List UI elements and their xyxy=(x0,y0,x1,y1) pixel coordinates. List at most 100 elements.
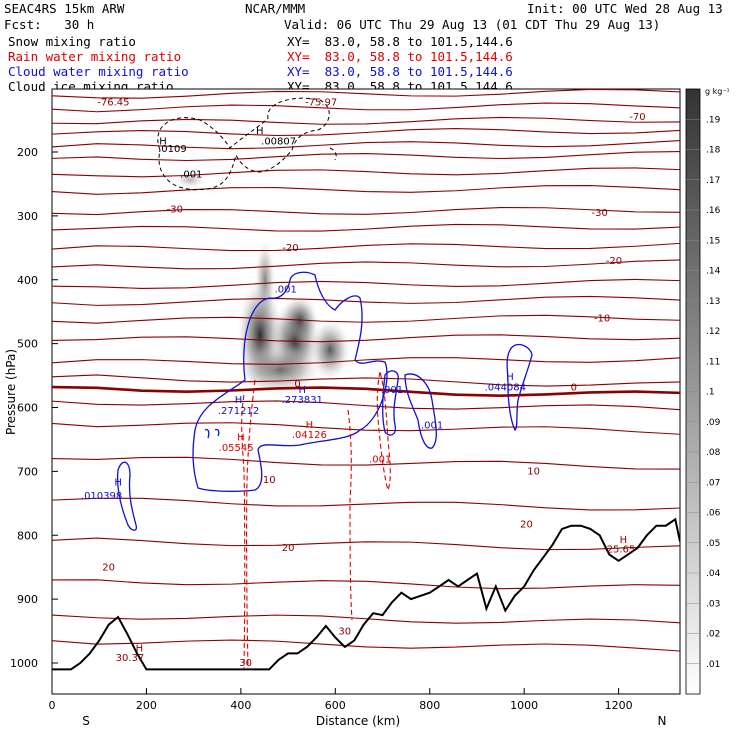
extremum-value-label: .044084 xyxy=(485,382,526,393)
y-axis-label: Pressure (hPa) xyxy=(4,349,18,435)
isotherm-line xyxy=(52,497,680,511)
colorbar-label: .16 xyxy=(706,206,721,216)
terrain-surface xyxy=(52,517,680,671)
isotherm-line xyxy=(52,314,680,324)
y-tick-label: 1000 xyxy=(10,657,38,670)
colorbar-label: .08 xyxy=(706,448,721,458)
y-tick-label: 400 xyxy=(17,274,38,287)
maximum-marker: H xyxy=(235,395,243,406)
maximum-marker: H xyxy=(298,385,306,396)
isotherm-label: 20 xyxy=(520,520,533,531)
colorbar-label: .02 xyxy=(706,630,720,640)
isotherm-line xyxy=(52,456,680,470)
extremum-value-label: 30.37 xyxy=(116,653,145,664)
isotherm-line xyxy=(52,242,680,252)
y-tick-label: 800 xyxy=(17,529,38,542)
isotherm-line xyxy=(52,207,680,216)
isotherm-contours xyxy=(52,89,680,652)
extremum-value-label: .001 xyxy=(369,454,391,465)
isotherm-line xyxy=(52,140,680,150)
maximum-marker: H xyxy=(237,433,245,444)
x-axis-label: Distance (km) xyxy=(316,714,400,728)
isotherm-line xyxy=(52,295,680,306)
x-tick-label: 0 xyxy=(49,699,56,712)
x-tick-label: 1200 xyxy=(605,699,633,712)
maximum-marker: H xyxy=(620,535,628,546)
colorbar-label: .11 xyxy=(706,357,720,367)
colorbar-label: .12 xyxy=(706,327,720,337)
south-endpoint-label: S xyxy=(82,714,90,728)
field-label-rain: Rain water mixing ratio xyxy=(8,49,182,64)
cloud-ice-contours xyxy=(157,97,337,191)
rain-water-contours xyxy=(241,371,391,669)
y-tick-label: 300 xyxy=(17,210,38,223)
field-label-cloud-water: Cloud water mixing ratio xyxy=(8,64,189,79)
isotherm-line xyxy=(52,422,680,435)
colorbar-label: .17 xyxy=(706,176,720,186)
colorbar-label: .14 xyxy=(706,267,721,277)
isotherm-label: 0 xyxy=(571,382,577,393)
isotherm-line xyxy=(52,614,680,624)
extremum-value-label: .271212 xyxy=(218,406,259,417)
extremum-value-label: .001 xyxy=(421,421,443,432)
maximum-marker: H xyxy=(136,644,144,655)
field-xy-snow: XY= 83.0, 58.8 to 101.5,144.6 xyxy=(287,34,513,49)
extremum-value-label: -75.97 xyxy=(305,97,337,108)
isotherm-label: 30 xyxy=(338,626,351,637)
forecast-hour: Fcst: 30 h xyxy=(4,17,95,32)
field-xy-cloud-water: XY= 83.0, 58.8 to 101.5,144.6 xyxy=(287,64,513,79)
isotherm-line xyxy=(52,357,680,365)
x-tick-label: 800 xyxy=(419,699,440,712)
field-xy-rain: XY= 83.0, 58.8 to 101.5,144.6 xyxy=(287,49,513,64)
init-time: Init: 00 UTC Wed 28 Aug 13 xyxy=(527,1,723,16)
colorbar-label: .19 xyxy=(706,115,721,125)
isotherm-label: -30 xyxy=(592,208,608,219)
colorbar-label: .13 xyxy=(706,297,720,307)
isotherm-line xyxy=(52,89,680,99)
isotherm-line xyxy=(52,259,680,270)
y-tick-label: 200 xyxy=(17,146,38,159)
maximum-marker: H xyxy=(256,126,264,137)
valid-time: Valid: 06 UTC Thu 29 Aug 13 (01 CDT Thu … xyxy=(284,17,661,32)
colorbar-label: .04 xyxy=(706,569,721,579)
isotherm-label: -10 xyxy=(594,313,610,324)
maximum-marker: H xyxy=(114,477,122,488)
isotherm-label: -70 xyxy=(629,112,645,123)
axes: 0 200 400 600 800 1000 12002003004005006007008… xyxy=(10,146,633,712)
extremum-value-label: .001 xyxy=(275,285,297,296)
isotherm-line xyxy=(52,334,680,343)
isotherm-label: -20 xyxy=(282,243,298,254)
isotherm-line xyxy=(52,102,680,113)
isotherm-line xyxy=(52,223,680,232)
maximum-markers: H H H H H H H H H H xyxy=(114,126,627,654)
y-tick-label: 600 xyxy=(17,402,38,415)
isotherm-line xyxy=(52,278,680,289)
colorbar-label: .1 xyxy=(706,388,715,398)
colorbar-label: .15 xyxy=(706,236,720,246)
isotherm-line xyxy=(52,374,680,387)
maximum-marker: H xyxy=(159,136,167,147)
colorbar-label: .01 xyxy=(706,660,720,670)
y-tick-label: 500 xyxy=(17,338,38,351)
extremum-value-label: 25.65 xyxy=(607,544,636,555)
organization: NCAR/MMM xyxy=(245,1,306,16)
isotherm-label: 30 xyxy=(239,658,252,669)
extremum-value-label: .00807 xyxy=(261,136,296,147)
snow-shading xyxy=(175,172,350,395)
model-title: SEAC4RS 15km ARW xyxy=(4,1,125,16)
colorbar-label: .06 xyxy=(706,509,721,519)
zero-degree-isotherm xyxy=(52,385,680,397)
north-endpoint-label: N xyxy=(658,714,667,728)
cloud-water-contours xyxy=(116,271,533,531)
extremum-value-label: .04126 xyxy=(292,430,327,441)
x-tick-label: 600 xyxy=(325,699,346,712)
y-tick-label: 900 xyxy=(17,593,38,606)
x-tick-label: 200 xyxy=(136,699,157,712)
colorbar-label: .07 xyxy=(706,478,720,488)
extremum-value-label: .001 xyxy=(180,170,202,181)
maximum-marker: H xyxy=(506,372,514,383)
isotherm-label: 20 xyxy=(102,562,115,573)
extremum-value-label: .010398 xyxy=(81,491,122,502)
colorbar-label: .18 xyxy=(706,146,721,156)
isotherm-line xyxy=(52,639,680,652)
